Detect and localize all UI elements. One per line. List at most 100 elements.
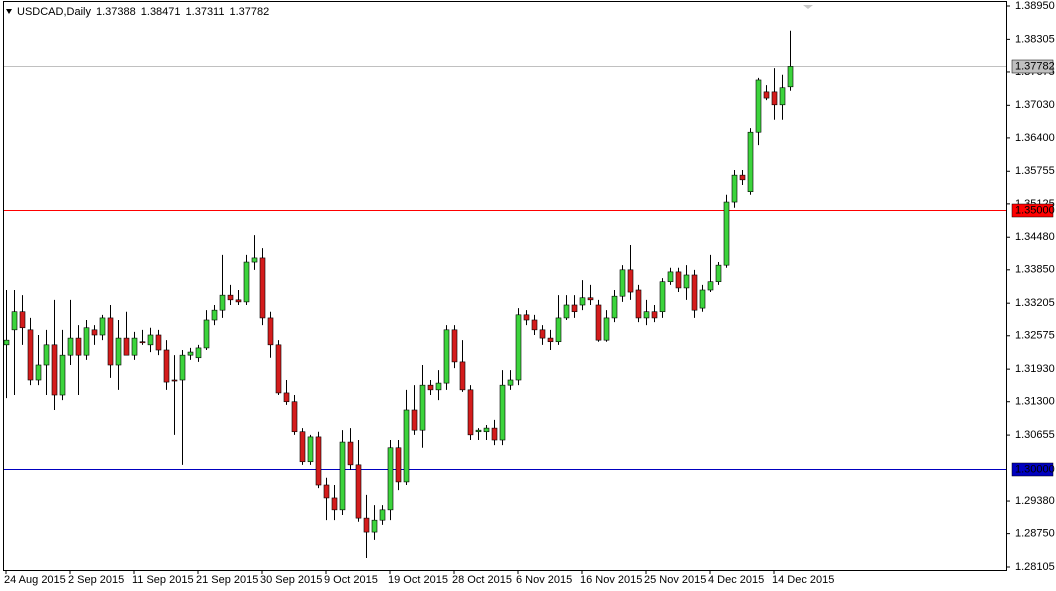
y-tick-label: 1.30655: [1015, 429, 1055, 441]
x-tick-label: 30 Sep 2015: [260, 574, 322, 586]
candle-body: [603, 317, 610, 341]
candle-body: [691, 274, 698, 311]
x-tick-label: 6 Nov 2015: [516, 574, 572, 586]
header-value: 1.37311: [186, 6, 225, 18]
candle-body: [435, 382, 442, 391]
candle-body: [355, 464, 362, 519]
candle-body: [763, 91, 770, 99]
candle-body: [723, 201, 730, 266]
y-tick-label: 1.31930: [1015, 363, 1055, 375]
candle-body: [675, 271, 682, 289]
candle-body: [523, 314, 530, 321]
shift-marker: [803, 5, 813, 9]
candle-body: [99, 317, 106, 336]
candle-body: [203, 319, 210, 349]
candle-body: [35, 364, 42, 381]
candle-body: [787, 66, 794, 88]
header-value: 1.37388: [96, 6, 136, 18]
candle-body: [411, 409, 418, 431]
candle-body: [283, 392, 290, 403]
candle-body: [499, 384, 506, 441]
x-tick-label: 4 Dec 2015: [708, 574, 764, 586]
candle-body: [619, 269, 626, 297]
candle-body: [115, 337, 122, 366]
candle-body: [251, 257, 258, 263]
candle-body: [307, 436, 314, 463]
candle-body: [243, 261, 250, 303]
level-label: 1.35000: [1015, 204, 1055, 216]
x-tick-label: 14 Dec 2015: [772, 574, 834, 586]
symbol: USDCAD,Daily: [17, 6, 91, 18]
candle-body: [171, 379, 178, 382]
y-tick-label: 1.37030: [1015, 99, 1055, 111]
x-tick-label: 28 Oct 2015: [452, 574, 512, 586]
candle-body: [587, 297, 594, 301]
candle-body: [187, 351, 194, 356]
candle-body: [91, 329, 98, 336]
candle-body: [747, 131, 754, 193]
candle-body: [395, 447, 402, 483]
candle-body: [131, 337, 138, 356]
candle-body: [491, 427, 498, 441]
candle-body: [19, 311, 26, 329]
candle-body: [139, 341, 146, 344]
y-tick-label: 1.38305: [1015, 33, 1055, 45]
candle-body: [771, 91, 778, 106]
x-tick-label: 24 Aug 2015: [4, 574, 66, 586]
candle-body: [459, 361, 466, 391]
y-tick-label: 1.28105: [1015, 561, 1055, 573]
candle-body: [403, 409, 410, 483]
candle-body: [699, 289, 706, 309]
candle-body: [339, 441, 346, 511]
candle-body: [531, 319, 538, 331]
candle-body: [43, 344, 50, 366]
level-label: 1.30000: [1015, 463, 1055, 475]
candle-body: [363, 517, 370, 533]
candle-body: [595, 304, 602, 341]
candle-body: [107, 317, 114, 366]
header-value: 1.38471: [141, 6, 181, 18]
candle-body: [195, 347, 202, 359]
y-tick-label: 1.33205: [1015, 297, 1055, 309]
candle-body: [571, 304, 578, 313]
candle-body: [323, 484, 330, 499]
candle-body: [515, 314, 522, 381]
candle-body: [707, 281, 714, 291]
candle-body: [659, 281, 666, 313]
y-tick-label: 1.28750: [1015, 528, 1055, 540]
candle-body: [555, 317, 562, 343]
candle-body: [315, 436, 322, 486]
candle-body: [27, 329, 34, 381]
x-tick-label: 9 Oct 2015: [324, 574, 378, 586]
candle-body: [731, 174, 738, 203]
candle-body: [379, 509, 386, 521]
candle-body: [419, 384, 426, 431]
candle-body: [371, 519, 378, 533]
candle-body: [275, 344, 282, 394]
candle-body: [147, 334, 154, 346]
candle-body: [427, 384, 434, 391]
candle-body: [467, 389, 474, 436]
candle-body: [83, 327, 90, 356]
candle-body: [579, 297, 586, 306]
level-label: 1.37782: [1015, 60, 1055, 72]
candle-body: [387, 447, 394, 511]
header-value: 1.37782: [229, 6, 269, 18]
candle-body: [347, 441, 354, 466]
menu-arrow[interactable]: [6, 9, 12, 14]
y-tick-label: 1.32575: [1015, 330, 1055, 342]
y-tick-label: 1.35755: [1015, 165, 1055, 177]
candle-body: [483, 427, 490, 433]
candle-body: [331, 497, 338, 511]
candle-body: [155, 334, 162, 351]
x-tick-label: 11 Sep 2015: [132, 574, 194, 586]
candle-body: [539, 329, 546, 339]
candle-body: [739, 174, 746, 181]
candle-body: [3, 339, 10, 346]
x-tick-label: 19 Oct 2015: [388, 574, 448, 586]
plot-frame: [3, 1, 1007, 571]
y-tick-label: 1.36400: [1015, 132, 1055, 144]
candle-body: [291, 401, 298, 433]
